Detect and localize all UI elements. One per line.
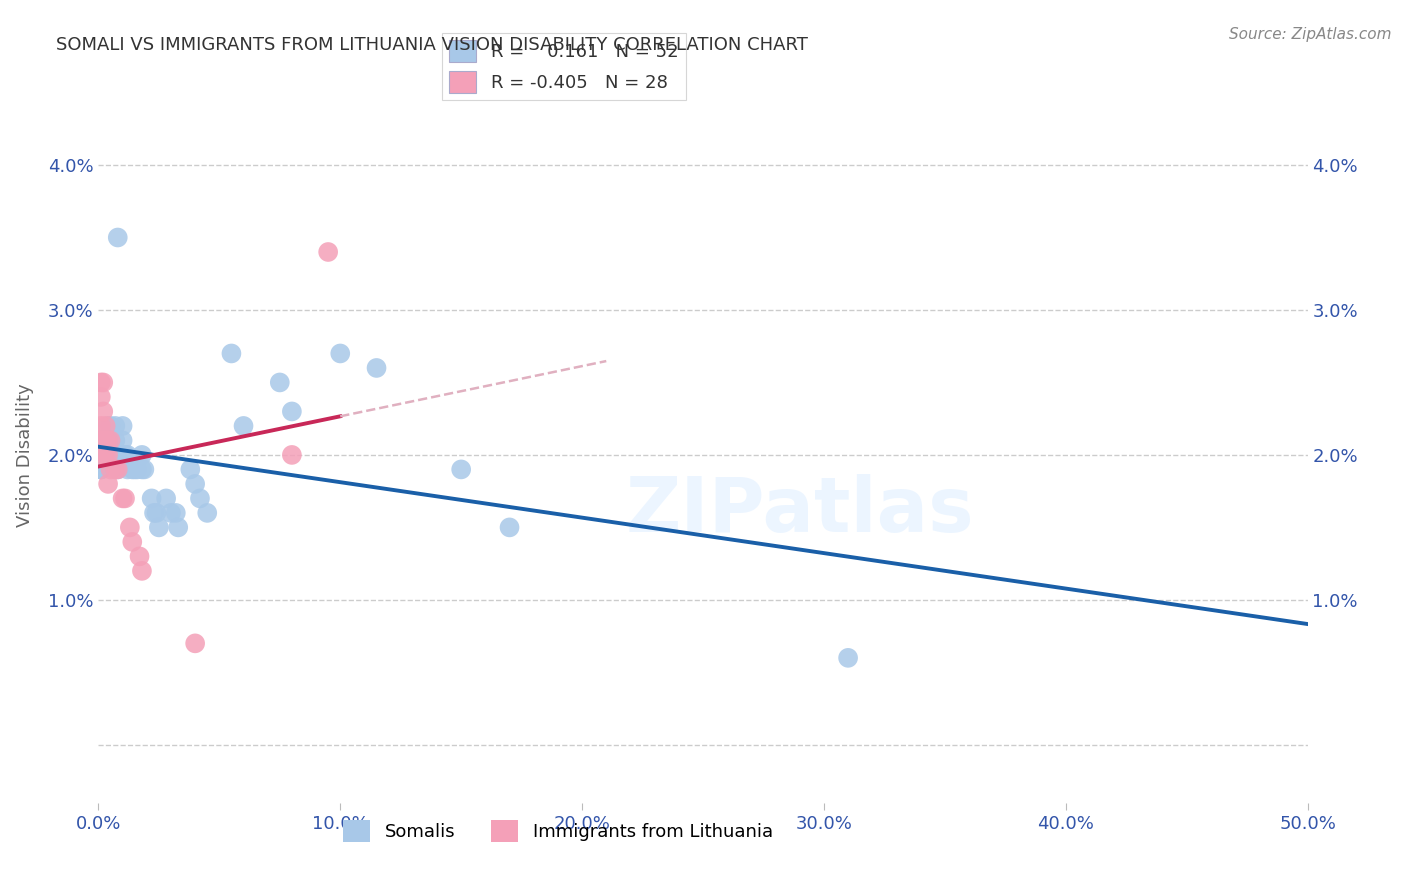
Point <box>94 418 117 433</box>
Point <box>117 462 139 476</box>
Point <box>97 434 120 448</box>
Point <box>90 418 112 433</box>
Point <box>90 462 112 476</box>
Point <box>91 434 114 448</box>
Point <box>184 476 207 491</box>
Point <box>329 346 352 360</box>
Text: Source: ZipAtlas.com: Source: ZipAtlas.com <box>1229 27 1392 42</box>
Point <box>100 448 122 462</box>
Point <box>104 448 127 462</box>
Point <box>195 506 218 520</box>
Point <box>91 376 114 390</box>
Point <box>128 549 150 564</box>
Point <box>90 434 112 448</box>
Point <box>111 491 134 506</box>
Point <box>114 448 136 462</box>
Point <box>90 448 112 462</box>
Point <box>94 448 117 462</box>
Point <box>188 491 211 506</box>
Point <box>118 520 141 534</box>
Point <box>366 361 388 376</box>
Point <box>837 651 859 665</box>
Point <box>90 434 112 448</box>
Point <box>104 418 127 433</box>
Point <box>155 491 177 506</box>
Point <box>167 520 190 534</box>
Point <box>97 476 120 491</box>
Point <box>90 462 112 476</box>
Point <box>127 462 149 476</box>
Point <box>184 636 207 650</box>
Point <box>269 376 291 390</box>
Point <box>281 448 304 462</box>
Point <box>148 520 170 534</box>
Y-axis label: Vision Disability: Vision Disability <box>15 383 34 527</box>
Point <box>114 491 136 506</box>
Point <box>316 244 339 259</box>
Point <box>160 506 183 520</box>
Point <box>141 491 163 506</box>
Point <box>131 448 153 462</box>
Point <box>90 462 112 476</box>
Point <box>232 418 254 433</box>
Point <box>91 404 114 418</box>
Point <box>498 520 520 534</box>
Point <box>100 418 122 433</box>
Point <box>221 346 243 360</box>
Point <box>111 418 134 433</box>
Point <box>165 506 187 520</box>
Point <box>121 534 143 549</box>
Legend: Somalis, Immigrants from Lithuania: Somalis, Immigrants from Lithuania <box>336 813 780 849</box>
Point <box>94 448 117 462</box>
Text: ZIPatlas: ZIPatlas <box>626 474 974 548</box>
Point <box>100 434 122 448</box>
Point <box>94 434 117 448</box>
Point <box>450 462 472 476</box>
Point <box>107 462 129 476</box>
Point <box>97 434 120 448</box>
Text: SOMALI VS IMMIGRANTS FROM LITHUANIA VISION DISABILITY CORRELATION CHART: SOMALI VS IMMIGRANTS FROM LITHUANIA VISI… <box>56 36 808 54</box>
Point <box>111 434 134 448</box>
Point <box>107 230 129 244</box>
Point <box>91 434 114 448</box>
Point <box>100 462 122 476</box>
Point <box>104 434 127 448</box>
Point <box>131 564 153 578</box>
Point <box>179 462 201 476</box>
Point <box>94 448 117 462</box>
Point <box>145 506 167 520</box>
Point <box>97 418 120 433</box>
Point <box>121 462 143 476</box>
Point <box>143 506 166 520</box>
Point <box>90 448 112 462</box>
Point <box>117 448 139 462</box>
Point <box>107 462 129 476</box>
Point <box>281 404 304 418</box>
Point <box>134 462 156 476</box>
Point <box>97 448 120 462</box>
Point <box>131 462 153 476</box>
Point <box>90 376 112 390</box>
Point <box>100 434 122 448</box>
Point <box>107 448 129 462</box>
Point <box>91 448 114 462</box>
Point <box>104 462 127 476</box>
Point <box>90 448 112 462</box>
Point <box>124 462 146 476</box>
Point <box>90 390 112 404</box>
